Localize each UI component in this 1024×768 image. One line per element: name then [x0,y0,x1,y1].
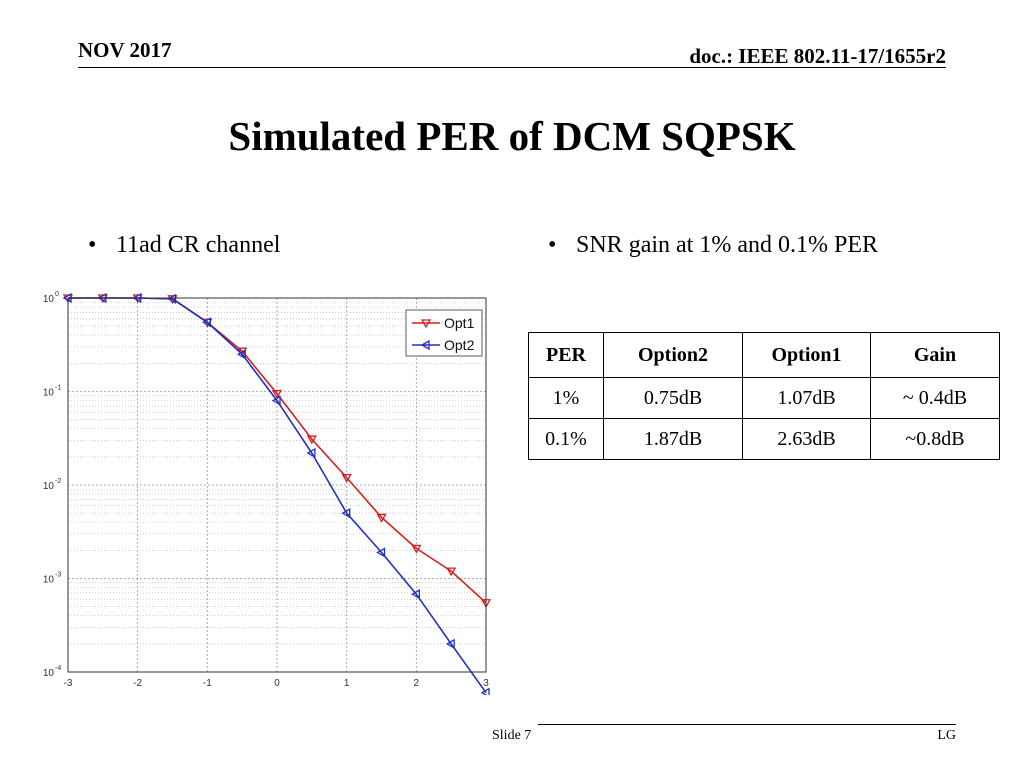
data-point-opt2 [167,293,177,304]
legend-box [405,309,483,357]
table-row: 0.1% 1.87dB 2.63dB ~0.8dB [528,418,1000,460]
data-point-opt2 [306,447,316,459]
data-point-opt1 [341,473,352,483]
data-point-opt2 [480,687,490,695]
data-point-opt2 [376,547,386,558]
legend-label: Opt2 [444,337,475,353]
table-header-cell: Gain [870,332,1000,378]
x-tick-label: -3 [64,678,73,689]
footer-org: LG [937,728,956,743]
y-tick-exponent: 0 [55,291,59,298]
table-cell: ~ 0.4dB [870,377,1000,419]
snr-gain-table: PER Option2 Option1 Gain 1% 0.75dB 1.07d… [528,332,1000,460]
x-tick-label: 1 [344,678,350,689]
slide-title: Simulated PER of DCM SQPSK [228,113,796,159]
x-tick-label: 2 [414,678,420,689]
x-tick-label: 0 [274,678,280,689]
y-tick-label: 10 [43,575,55,586]
y-tick-exponent: -2 [55,478,61,485]
header-date: NOV 2017 [78,38,172,62]
y-tick-exponent: -3 [55,572,61,579]
table-header-cell: Option2 [603,332,743,378]
bullet-dot-icon: • [548,232,557,258]
x-tick-label: 3 [483,678,489,689]
table-cell: ~0.8dB [870,418,1000,460]
header-doc-id: doc.: IEEE 802.11-17/1655r2 [689,44,946,68]
data-point-opt2 [236,349,246,360]
data-point-opt1 [306,435,317,445]
data-point-opt1 [446,567,457,577]
bullet-left: • 11ad CR channel [88,232,280,259]
y-tick-exponent: -4 [55,665,61,672]
data-point-opt2 [202,317,211,328]
bullet-right-text: SNR gain at 1% and 0.1% PER [576,232,878,258]
footer-slide-number: Slide 7 [492,728,532,743]
table-cell: 0.1% [528,418,604,460]
bullet-right: • SNR gain at 1% and 0.1% PER [548,232,878,259]
table-cell: 1% [528,377,604,419]
y-tick-label: 10 [43,668,55,679]
table-cell: 1.87dB [603,418,743,460]
table-cell: 2.63dB [742,418,871,460]
data-point-opt2 [445,638,455,649]
table-header-cell: PER [528,332,604,378]
x-tick-label: -1 [203,678,212,689]
y-tick-exponent: -1 [55,385,61,392]
bullet-dot-icon: • [88,232,97,258]
bullet-left-text: 11ad CR channel [116,232,281,258]
y-tick-label: 10 [43,481,55,492]
plot-frame [67,297,487,673]
legend-swatch-marker [420,319,432,329]
data-point-opt2 [411,589,420,600]
y-tick-label: 10 [43,294,55,305]
data-point-opt1 [411,544,422,554]
header-rule [78,67,946,68]
table-header-cell: Option1 [742,332,871,378]
legend-swatch-marker [420,339,430,351]
data-point-opt2 [271,395,281,406]
footer-rule [538,724,956,725]
table-cell: 0.75dB [603,377,743,419]
data-point-opt2 [341,508,351,519]
legend-label: Opt1 [444,315,475,331]
table-cell: 1.07dB [742,377,871,419]
data-point-opt1 [376,513,387,523]
x-tick-label: -2 [133,678,142,689]
data-point-opt1 [271,389,283,399]
table-row: 1% 0.75dB 1.07dB ~ 0.4dB [528,377,1000,419]
y-tick-label: 10 [43,388,55,399]
table-header-row: PER Option2 Option1 Gain [528,332,1000,378]
